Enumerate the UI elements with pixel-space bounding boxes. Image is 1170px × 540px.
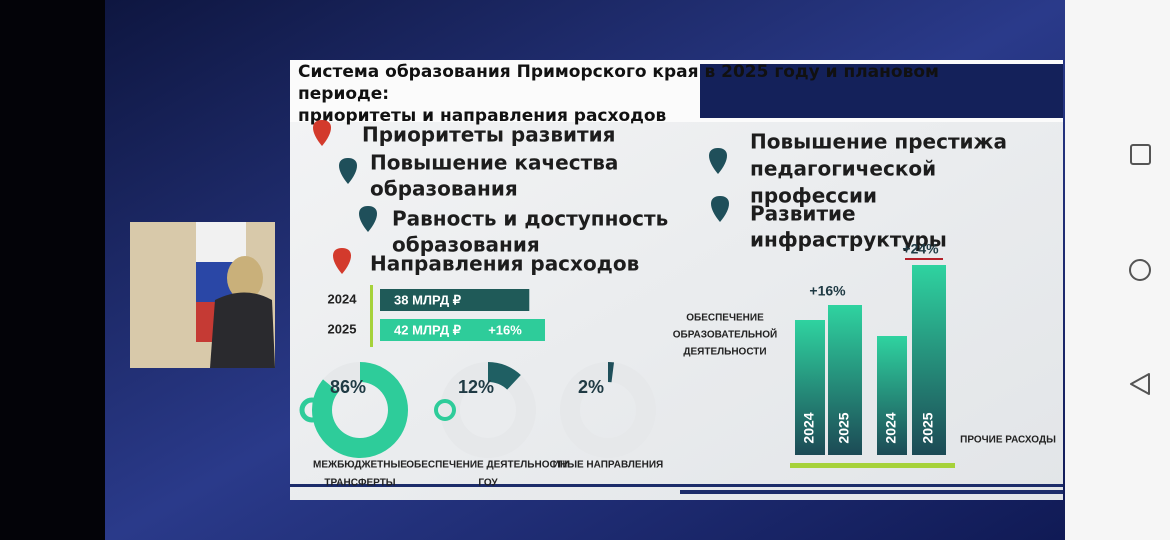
priority: инфраструктуры: [750, 228, 947, 252]
growth-underline: [905, 258, 943, 260]
bar-year: 2024: [801, 412, 817, 443]
expenses-heading: Направления расходов: [370, 252, 639, 276]
bullet-pin: [709, 148, 727, 174]
priority: профессии: [750, 184, 877, 208]
footer-line: [290, 484, 1063, 487]
priority: образования: [392, 233, 540, 257]
growth-label: +24%: [902, 241, 939, 257]
donut-label: ГОУ: [478, 478, 498, 489]
back-button[interactable]: [1130, 373, 1150, 395]
slide-title: приоритеты и направления расходов: [298, 106, 667, 126]
priority: педагогической: [750, 157, 936, 181]
group-label: ДЕЯТЕЛЬНОСТИ: [683, 347, 766, 358]
donut-label: ИНЫЕ НАПРАВЛЕНИЯ: [553, 460, 663, 471]
year-label: 2025: [328, 321, 357, 336]
footer-line: [680, 490, 1063, 494]
donut-label: ТРАНСФЕРТЫ: [324, 478, 395, 489]
priority: Повышение престижа: [750, 130, 1007, 154]
donut-label: ОБЕСПЕЧЕНИЕ ДЕЯТЕЛЬНОСТИ: [406, 460, 570, 471]
bullet-pin: [711, 196, 729, 222]
growth-bar: [828, 305, 862, 455]
priority: Развитие: [750, 202, 856, 226]
growth-chart: [790, 258, 955, 468]
growth-label: +16%: [809, 283, 846, 299]
priorities-heading: Приоритеты развития: [362, 123, 616, 147]
growth-label: +16%: [488, 322, 522, 337]
group-label: ОБЕСПЕЧЕНИЕ: [686, 313, 764, 324]
slide-title: периоде:: [298, 84, 389, 104]
bullet-pin: [333, 248, 351, 274]
recents-button[interactable]: [1130, 144, 1151, 165]
bullet-pin: [339, 158, 357, 184]
expense-bar: [380, 319, 545, 341]
expense-label: 38 МЛРД ₽: [394, 292, 462, 307]
priorities: Приоритеты развития Повышение качества о…: [362, 123, 1007, 276]
expense-bar: [380, 289, 530, 311]
growth-bar: [795, 320, 825, 455]
bar-year: 2025: [920, 412, 936, 443]
expense-label: 42 МЛРД ₽: [394, 322, 462, 337]
donut-percent: 86%: [330, 377, 366, 397]
bullet-pin: [359, 206, 377, 232]
bullet-pin: [313, 120, 331, 146]
donut-label: МЕЖБЮДЖЕТНЫЕ: [313, 460, 407, 471]
bar-year: 2024: [883, 412, 899, 443]
donut-percent: 12%: [458, 377, 494, 397]
slide-title: Система образования Приморского края в 2…: [298, 62, 939, 82]
chart-base: [790, 463, 955, 468]
group-label: ОБРАЗОВАТЕЛЬНОЙ: [673, 328, 778, 341]
year-label: 2024: [328, 291, 358, 306]
donut-marker: [299, 397, 325, 423]
priority: Равность и доступность: [392, 207, 668, 231]
home-button[interactable]: [1129, 259, 1151, 281]
title-band: [700, 64, 1063, 118]
donut-marker: [434, 399, 456, 421]
speaker-video: [130, 222, 275, 368]
donut-percent: 2%: [578, 377, 604, 397]
navigation-bar: [1065, 0, 1170, 540]
priority: образования: [370, 177, 518, 201]
growth-bar: [877, 336, 907, 455]
donut-arc: [487, 362, 521, 390]
priority: Повышение качества: [370, 151, 618, 175]
growth-bar: [912, 265, 946, 455]
bar-year: 2025: [836, 412, 852, 443]
group-label: ПРОЧИЕ РАСХОДЫ: [960, 435, 1056, 446]
bar-axis: [370, 285, 373, 347]
